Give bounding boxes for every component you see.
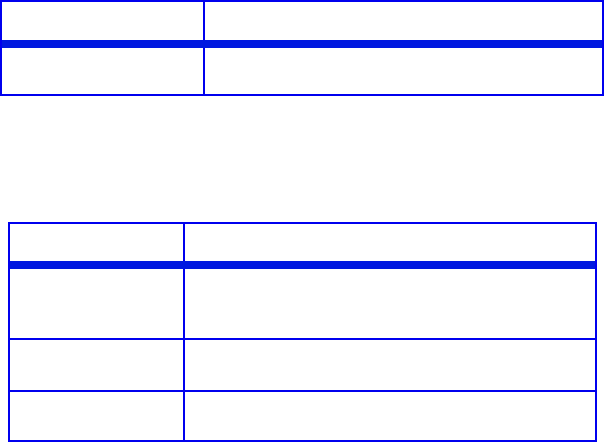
column-divider [183, 224, 185, 440]
header-rule [10, 261, 595, 269]
column-divider [203, 2, 205, 94]
header-rule [2, 40, 602, 48]
row-divider [10, 390, 595, 392]
table-2 [8, 222, 597, 442]
row-divider [10, 338, 595, 340]
table-1 [0, 0, 604, 96]
